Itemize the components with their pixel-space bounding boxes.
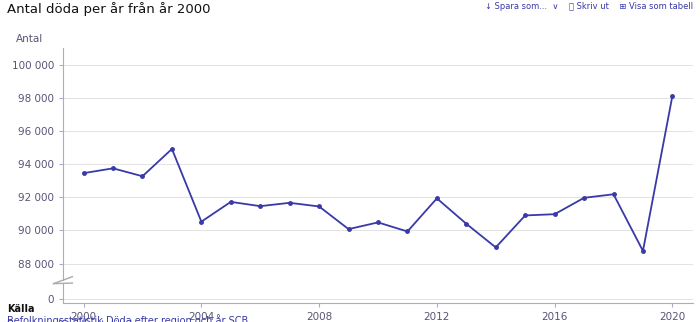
Text: Källa: Källa [7, 304, 34, 314]
Text: ↓ Spara som...  ∨    🖨 Skriv ut    ⊞ Visa som tabell: ↓ Spara som... ∨ 🖨 Skriv ut ⊞ Visa som t… [485, 2, 693, 11]
Text: Sveriges officiella statistik: Sveriges officiella statistik [7, 320, 135, 322]
Text: Antal: Antal [15, 34, 43, 44]
Text: Befolkningsstatistik Döda efter region och år SCB: Befolkningsstatistik Döda efter region o… [7, 314, 248, 322]
Text: Antal döda per år från år 2000: Antal döda per år från år 2000 [7, 2, 211, 15]
